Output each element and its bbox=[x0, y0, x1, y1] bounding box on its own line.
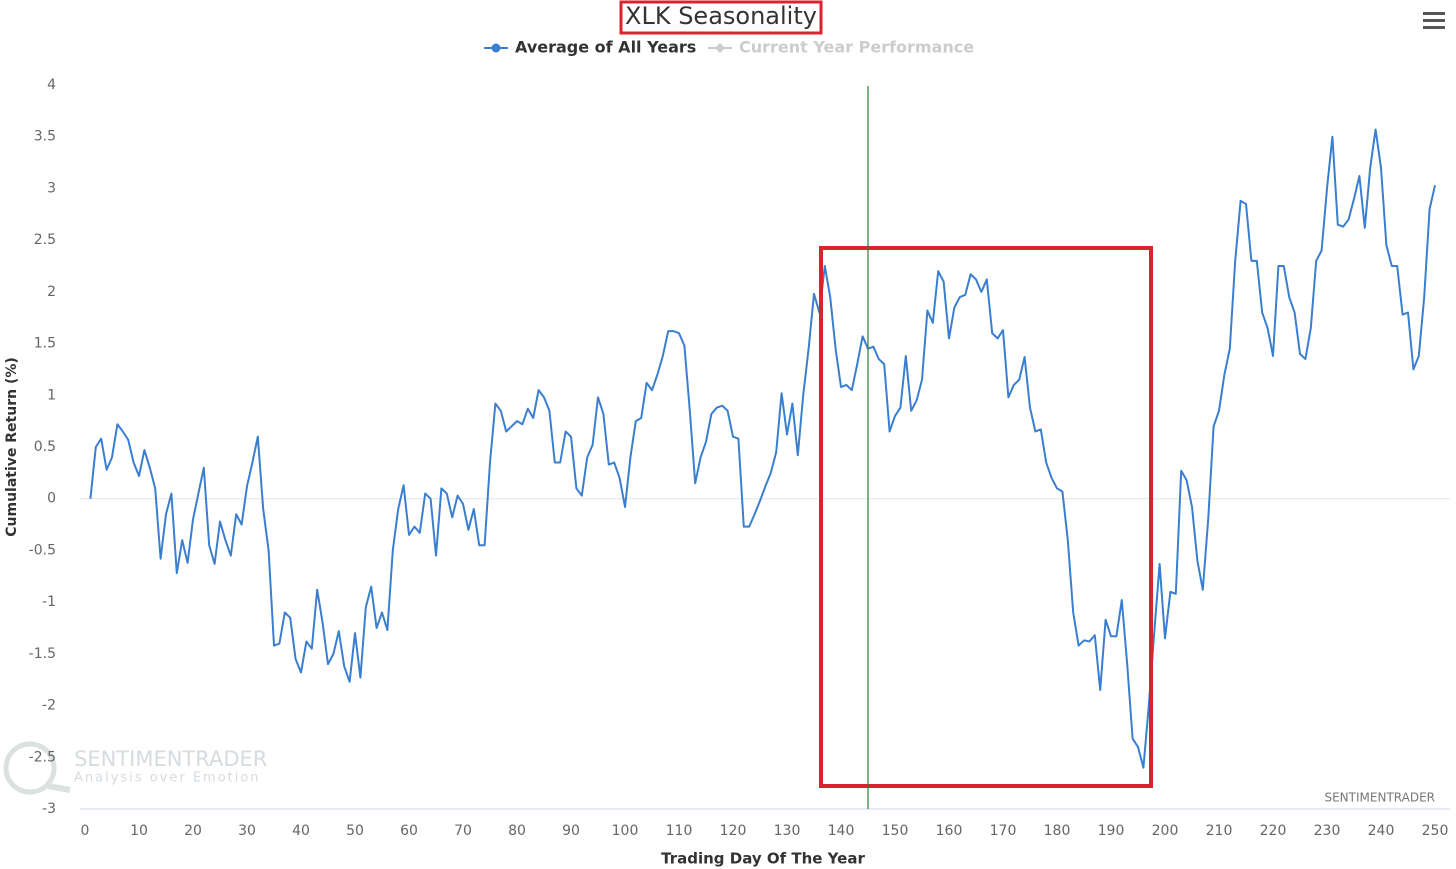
watermark-logo bbox=[3, 741, 57, 795]
x-tick-label: 10 bbox=[130, 823, 148, 839]
y-tick-label: 4 bbox=[47, 77, 56, 93]
menu-bar bbox=[1423, 12, 1445, 15]
x-tick-label: 0 bbox=[81, 823, 90, 839]
legend: Average of All Years Current Year Perform… bbox=[484, 38, 974, 57]
y-axis-label: Cumulative Return (%) bbox=[4, 357, 20, 537]
y-tick-label: -2 bbox=[42, 698, 56, 714]
x-tick-label: 220 bbox=[1260, 823, 1287, 839]
menu-bar bbox=[1423, 26, 1445, 29]
y-tick-label: -3 bbox=[42, 801, 56, 817]
x-tick-label: 90 bbox=[562, 823, 580, 839]
y-tick-label: 2.5 bbox=[34, 232, 56, 248]
x-tick-label: 20 bbox=[184, 823, 202, 839]
y-tick-label: -1 bbox=[42, 594, 56, 610]
y-tick-label: 0 bbox=[47, 491, 56, 507]
watermark-tagline: Analysis over Emotion bbox=[74, 771, 261, 786]
legend-symbol-marker bbox=[715, 43, 725, 53]
title-highlight bbox=[619, 0, 823, 35]
y-tick-label: -0.5 bbox=[29, 542, 56, 558]
x-tick-label: 200 bbox=[1152, 823, 1179, 839]
x-tick-label: 150 bbox=[882, 823, 909, 839]
watermark-text: SENTIMENTRADER bbox=[74, 747, 267, 771]
x-tick-label: 30 bbox=[238, 823, 256, 839]
highlight-box bbox=[819, 246, 1153, 788]
x-tick-label: 110 bbox=[666, 823, 693, 839]
x-tick-label: 240 bbox=[1368, 823, 1395, 839]
x-tick-label: 40 bbox=[292, 823, 310, 839]
y-tick-label: 1 bbox=[47, 387, 56, 403]
x-tick-label: 190 bbox=[1098, 823, 1125, 839]
data-line bbox=[89, 128, 1436, 769]
x-tick-label: 180 bbox=[1044, 823, 1071, 839]
x-tick-label: 80 bbox=[508, 823, 526, 839]
x-tick-label: 170 bbox=[990, 823, 1017, 839]
legend-item: Average of All Years bbox=[515, 38, 696, 57]
credit: SENTIMENTRADER bbox=[1324, 791, 1435, 805]
y-tick-label: -1.5 bbox=[29, 646, 56, 662]
y-tick-label: 1.5 bbox=[34, 336, 56, 352]
x-tick-label: 100 bbox=[612, 823, 639, 839]
legend-symbol-marker bbox=[491, 43, 501, 53]
legend-item: Current Year Performance bbox=[739, 38, 974, 57]
x-tick-label: 50 bbox=[346, 823, 364, 839]
y-tick-label: 3 bbox=[47, 180, 56, 196]
x-axis-label: Trading Day Of The Year bbox=[661, 850, 865, 868]
x-tick-label: 120 bbox=[720, 823, 747, 839]
x-tick-label: 70 bbox=[454, 823, 472, 839]
x-tick-label: 140 bbox=[828, 823, 855, 839]
watermark: SENTIMENTRADER Analysis over Emotion bbox=[3, 741, 267, 795]
x-tick-label: 230 bbox=[1314, 823, 1341, 839]
y-tick-label: 0.5 bbox=[34, 439, 56, 455]
y-tick-label: 2 bbox=[47, 284, 56, 300]
watermark-logo bbox=[47, 783, 71, 793]
x-tick-label: 60 bbox=[400, 823, 418, 839]
chart-title: XLK Seasonality bbox=[625, 2, 817, 30]
plot-area: 4 3.5 3 2.5 2 1.5 1 0.5 0 -0.5 -1 -1.5 -2 -2.5 -3 0 10 20… bbox=[29, 77, 1450, 839]
y-tick-label: -2.5 bbox=[29, 749, 56, 765]
x-tick-label: 160 bbox=[936, 823, 963, 839]
x-tick-label: 130 bbox=[774, 823, 801, 839]
x-tick-label: 250 bbox=[1422, 823, 1449, 839]
menu-icon[interactable] bbox=[1423, 12, 1445, 29]
y-tick-label: 3.5 bbox=[34, 129, 56, 145]
menu-bar bbox=[1423, 19, 1445, 22]
x-tick-label: 210 bbox=[1206, 823, 1233, 839]
